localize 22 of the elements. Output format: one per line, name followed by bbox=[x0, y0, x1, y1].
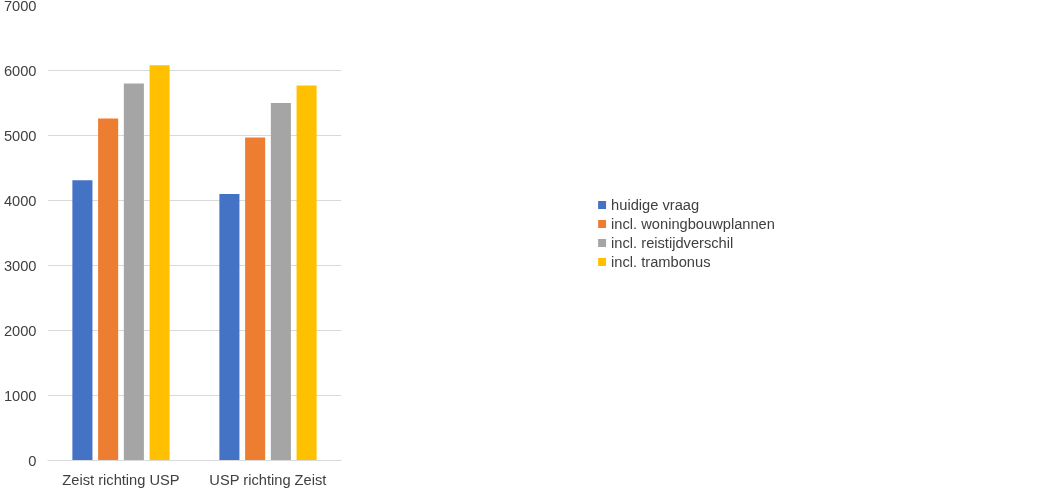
legend-label: incl. trambonus bbox=[611, 253, 711, 269]
bar bbox=[149, 65, 170, 461]
y-tick-label: 3000 bbox=[3, 257, 37, 274]
legend-label: incl. woningbouwplannen bbox=[611, 215, 775, 231]
y-tick-label: 2000 bbox=[3, 322, 37, 339]
x-tick-label: USP richting Zeist bbox=[209, 471, 327, 488]
x-tick-label: Zeist richting USP bbox=[62, 471, 180, 488]
y-tick-label: 0 bbox=[28, 452, 37, 469]
legend-label: huidige vraag bbox=[611, 196, 700, 212]
bar bbox=[98, 118, 119, 461]
bar bbox=[72, 180, 93, 461]
bar bbox=[296, 85, 317, 461]
y-tick-label: 1000 bbox=[3, 387, 37, 404]
bar bbox=[219, 194, 240, 461]
y-tick-label: 7000 bbox=[3, 0, 37, 14]
legend-label: incl. reistijdverschil bbox=[611, 234, 734, 250]
bar bbox=[123, 83, 144, 461]
y-tick-label: 5000 bbox=[3, 127, 37, 144]
bar bbox=[245, 137, 266, 461]
bar bbox=[270, 103, 291, 461]
y-tick-label: 6000 bbox=[3, 62, 37, 79]
y-tick-label: 4000 bbox=[3, 192, 37, 209]
